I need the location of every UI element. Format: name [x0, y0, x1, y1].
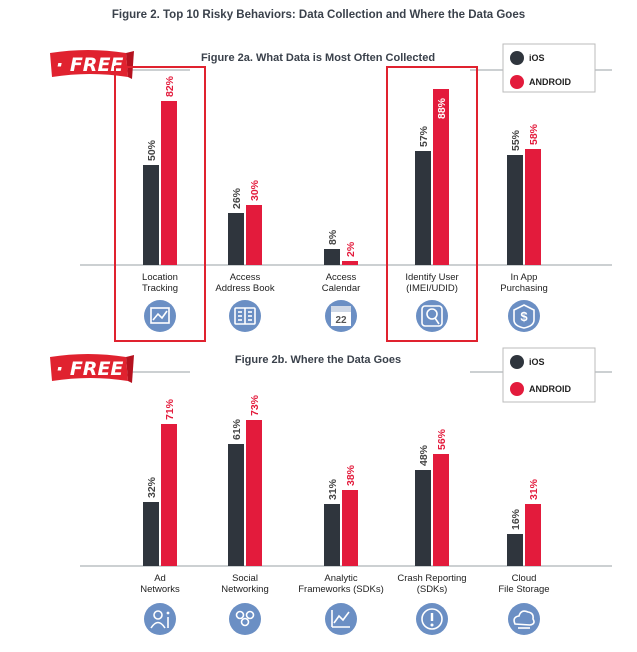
- data-label: 2%: [345, 241, 357, 257]
- data-label: 73%: [249, 394, 261, 416]
- category-label: Cloud: [512, 573, 537, 584]
- category-label: Access: [326, 272, 357, 283]
- legend-label: ANDROID: [529, 384, 571, 394]
- android-bar: [342, 261, 358, 265]
- category-label: Social: [232, 573, 258, 584]
- category-label: Identify User: [405, 272, 458, 283]
- legend-swatch: [510, 75, 524, 89]
- category-label: Crash Reporting: [397, 573, 466, 584]
- badge-fold: [126, 355, 134, 383]
- chart-icon: [325, 603, 357, 635]
- badge-text: · FREE: [56, 358, 123, 380]
- identify-user-icon: [416, 300, 448, 332]
- data-label: 31%: [327, 478, 339, 500]
- legend: iOS ANDROID: [502, 347, 596, 403]
- free-badge: · FREE: [50, 354, 134, 383]
- data-label: 31%: [528, 478, 540, 500]
- data-label: 48%: [418, 444, 430, 466]
- category-label: Access: [230, 272, 261, 283]
- ios-bar: [143, 165, 159, 265]
- cloud-icon: [508, 603, 540, 635]
- data-label: 38%: [345, 464, 357, 486]
- legend-label: iOS: [529, 357, 545, 367]
- legend-swatch: [510, 382, 524, 396]
- data-label: 56%: [436, 428, 448, 450]
- alert-icon: [416, 603, 448, 635]
- free-badge: · FREE: [50, 50, 134, 79]
- data-label: 55%: [510, 129, 522, 151]
- dollar-sign: $: [520, 309, 528, 324]
- data-label: 32%: [146, 476, 158, 498]
- android-bar: [433, 89, 449, 265]
- android-bar: [246, 420, 262, 566]
- address-book-icon: [229, 300, 261, 332]
- ios-bar: [324, 249, 340, 265]
- category-label: Address Book: [215, 283, 274, 294]
- ios-bar: [415, 470, 431, 566]
- map-icon: [144, 300, 176, 332]
- android-bar: [161, 424, 177, 566]
- category-label: Calendar: [322, 283, 361, 294]
- data-label: 58%: [528, 123, 540, 145]
- legend-label: ANDROID: [529, 77, 571, 87]
- data-label: 26%: [231, 187, 243, 209]
- data-label: 88%: [436, 97, 448, 119]
- legend-swatch: [510, 51, 524, 65]
- data-label: 82%: [164, 75, 176, 97]
- badge-flag: [50, 50, 128, 77]
- data-label: 8%: [327, 229, 339, 245]
- legend-label: iOS: [529, 53, 545, 63]
- badge-text: · FREE: [56, 54, 123, 76]
- category-label: (IMEI/UDID): [406, 283, 458, 294]
- category-label: Ad: [154, 573, 166, 584]
- category-label: Frameworks (SDKs): [298, 584, 384, 595]
- chart-title: Figure 2b. Where the Data Goes: [235, 354, 401, 366]
- data-label: 71%: [164, 398, 176, 420]
- dollar-icon: $: [508, 300, 540, 332]
- calendar-icon: 22: [325, 300, 357, 332]
- info-user-icon: [144, 603, 176, 635]
- category-label: Purchasing: [500, 283, 548, 294]
- data-label: 16%: [510, 508, 522, 530]
- highlight-box: [114, 66, 206, 342]
- calendar-day: 22: [335, 315, 347, 326]
- ios-bar: [143, 502, 159, 566]
- category-label: (SDKs): [417, 584, 448, 595]
- chart-title: Figure 2a. What Data is Most Often Colle…: [201, 52, 435, 64]
- android-bar: [342, 490, 358, 566]
- category-label: Location: [142, 272, 178, 283]
- legend: iOS ANDROID: [502, 43, 596, 93]
- ios-bar: [507, 534, 523, 566]
- android-bar: [525, 149, 541, 265]
- legend-swatch: [510, 355, 524, 369]
- data-label: 50%: [146, 139, 158, 161]
- ios-bar: [507, 155, 523, 265]
- ios-bar: [228, 444, 244, 566]
- data-label: 57%: [418, 125, 430, 147]
- category-label: File Storage: [498, 584, 549, 595]
- category-label: In App: [511, 272, 538, 283]
- android-bar: [246, 205, 262, 265]
- android-bar: [433, 454, 449, 566]
- ios-bar: [415, 151, 431, 265]
- main-title: Figure 2. Top 10 Risky Behaviors: Data C…: [111, 9, 526, 21]
- data-label: 61%: [231, 418, 243, 440]
- badge-flag: [50, 354, 128, 381]
- highlight-box: [386, 66, 478, 342]
- category-label: Analytic: [324, 573, 358, 584]
- android-bar: [525, 504, 541, 566]
- data-label: 30%: [249, 179, 261, 201]
- ios-bar: [228, 213, 244, 265]
- category-label: Networks: [140, 584, 180, 595]
- category-label: Tracking: [142, 283, 178, 294]
- people-icon: [229, 603, 261, 635]
- category-label: Networking: [221, 584, 269, 595]
- badge-fold: [126, 51, 134, 79]
- android-bar: [161, 101, 177, 265]
- ios-bar: [324, 504, 340, 566]
